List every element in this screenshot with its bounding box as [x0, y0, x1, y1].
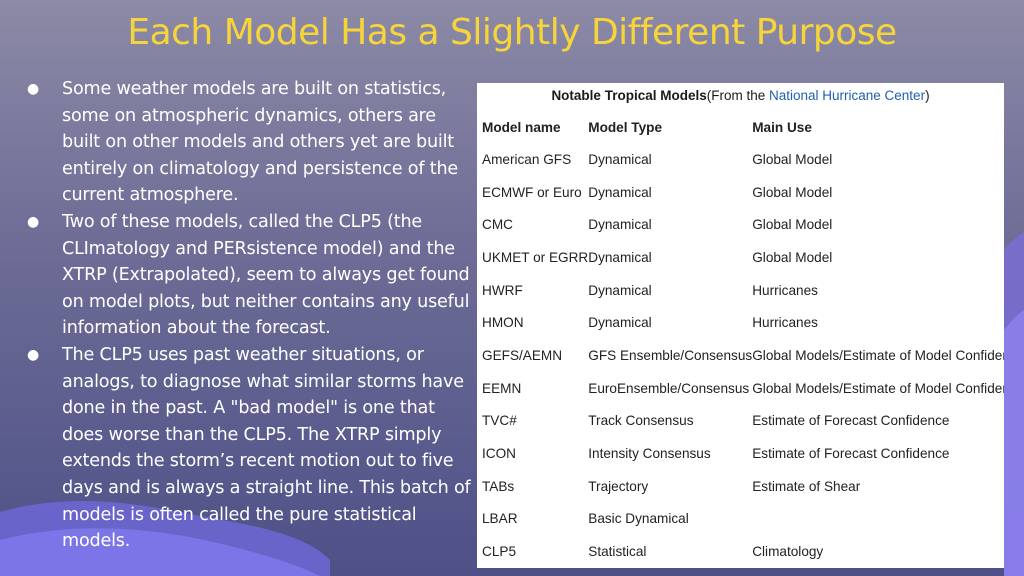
cell-model-type: Dynamical	[588, 184, 652, 200]
cell-main-use: Global Model	[752, 184, 833, 200]
table-caption: Notable Tropical Models(From the Nationa…	[477, 88, 1004, 103]
nhc-link[interactable]: National Hurricane Center	[768, 88, 926, 103]
models-table-card: Notable Tropical Models(From the Nationa…	[477, 83, 1004, 568]
bullet-text: Two of these models, called the CLP5 (th…	[62, 211, 470, 339]
bullet-item: ● Some weather models are built on stati…	[22, 76, 472, 209]
cell-model-name: HWRF	[482, 282, 523, 298]
cell-main-use: Hurricanes	[752, 315, 818, 331]
header-main-use: Main Use	[752, 119, 812, 135]
wave-left-front	[0, 528, 320, 576]
table-row: TABs Trajectory Estimate of Shear	[482, 470, 1004, 503]
cell-model-type: Dynamical	[588, 315, 652, 331]
table-row: HWRF Dynamical Hurricanes	[482, 274, 1004, 307]
cell-model-name: ICON	[482, 446, 516, 462]
table-row: LBAR Basic Dynamical	[482, 503, 1004, 536]
slide-title: Each Model Has a Slightly Different Purp…	[127, 12, 897, 53]
table-row: ECMWF or Euro Dynamical Global Model	[482, 176, 1004, 209]
cell-model-name: EEMN	[482, 380, 522, 396]
cell-model-type: Track Consensus	[588, 413, 694, 429]
bullet-text: Some weather models are built on statist…	[62, 79, 459, 206]
cell-model-type: Dynamical	[588, 217, 652, 233]
table-row: ICON Intensity Consensus Estimate of For…	[482, 437, 1004, 470]
cell-model-type: GFS Ensemble/Consensus	[588, 347, 753, 363]
cell-main-use: Estimate of Forecast Confidence	[752, 413, 950, 429]
table-row: EEMN EuroEnsemble/Consensus Global Model…	[482, 372, 1004, 405]
table-row: CLP5 Statistical Climatology	[482, 535, 1004, 568]
bullet-text: The CLP5 uses past weather situations, o…	[62, 344, 471, 552]
table-row: HMON Dynamical Hurricanes	[482, 306, 1004, 339]
table-row: TVC# Track Consensus Estimate of Forecas…	[482, 405, 1004, 438]
cell-main-use: Estimate of Shear	[752, 478, 861, 494]
cell-model-type: Dynamical	[588, 282, 652, 298]
cell-model-name: LBAR	[482, 511, 518, 527]
table-caption-from: (From the	[706, 88, 769, 103]
cell-model-name: CLP5	[482, 544, 517, 560]
models-table: Model name Model Type Main Use American …	[482, 111, 1004, 568]
cell-main-use: Climatology	[752, 544, 824, 560]
table-caption-title: Notable Tropical Models	[551, 88, 707, 103]
bullet-item: ● Two of these models, called the CLP5 (…	[22, 209, 472, 342]
bullet-list: ● Some weather models are built on stati…	[22, 76, 472, 555]
wave-right-front	[1004, 310, 1024, 576]
bullet-dot-icon: ●	[27, 213, 40, 230]
cell-main-use: Estimate of Forecast Confidence	[752, 446, 950, 462]
cell-main-use: Global Models/Estimate of Model Confiden…	[752, 380, 1004, 396]
table-header-row: Model name Model Type Main Use	[482, 111, 1004, 143]
header-model-type: Model Type	[588, 119, 663, 135]
cell-main-use: Hurricanes	[752, 282, 818, 298]
cell-model-type: Intensity Consensus	[588, 446, 711, 462]
cell-model-name: TVC#	[482, 413, 517, 429]
cell-model-name: ECMWF or Euro	[482, 184, 582, 200]
cell-model-type: Statistical	[588, 544, 647, 560]
bullet-dot-icon: ●	[27, 346, 40, 363]
cell-model-name: CMC	[482, 217, 513, 233]
cell-model-type: Trajectory	[588, 478, 649, 494]
table-row: CMC Dynamical Global Model	[482, 208, 1004, 241]
cell-model-name: HMON	[482, 315, 524, 331]
cell-model-name: GEFS/AEMN	[482, 347, 563, 363]
table-caption-end: )	[925, 88, 930, 103]
cell-model-name: American GFS	[482, 151, 572, 167]
cell-model-type: Dynamical	[588, 151, 652, 167]
header-model-name: Model name	[482, 119, 561, 135]
table-row: American GFS Dynamical Global Model	[482, 143, 1004, 176]
cell-main-use: Global Models/Estimate of Model Confiden…	[752, 347, 1004, 363]
cell-main-use: Global Model	[752, 249, 833, 265]
cell-model-type: EuroEnsemble/Consensus	[588, 380, 750, 396]
cell-model-name: TABs	[482, 478, 515, 494]
cell-main-use: Global Model	[752, 217, 833, 233]
cell-model-type: Basic Dynamical	[588, 511, 689, 527]
cell-main-use: Global Model	[752, 151, 833, 167]
bullet-item: ● The CLP5 uses past weather situations,…	[22, 342, 472, 555]
cell-model-name: UKMET or EGRR	[482, 249, 589, 265]
cell-main-use	[752, 503, 1004, 536]
table-row: GEFS/AEMN GFS Ensemble/Consensus Global …	[482, 339, 1004, 372]
cell-model-type: Dynamical	[588, 249, 652, 265]
bullet-dot-icon: ●	[27, 81, 40, 97]
table-row: UKMET or EGRR Dynamical Global Model	[482, 241, 1004, 274]
